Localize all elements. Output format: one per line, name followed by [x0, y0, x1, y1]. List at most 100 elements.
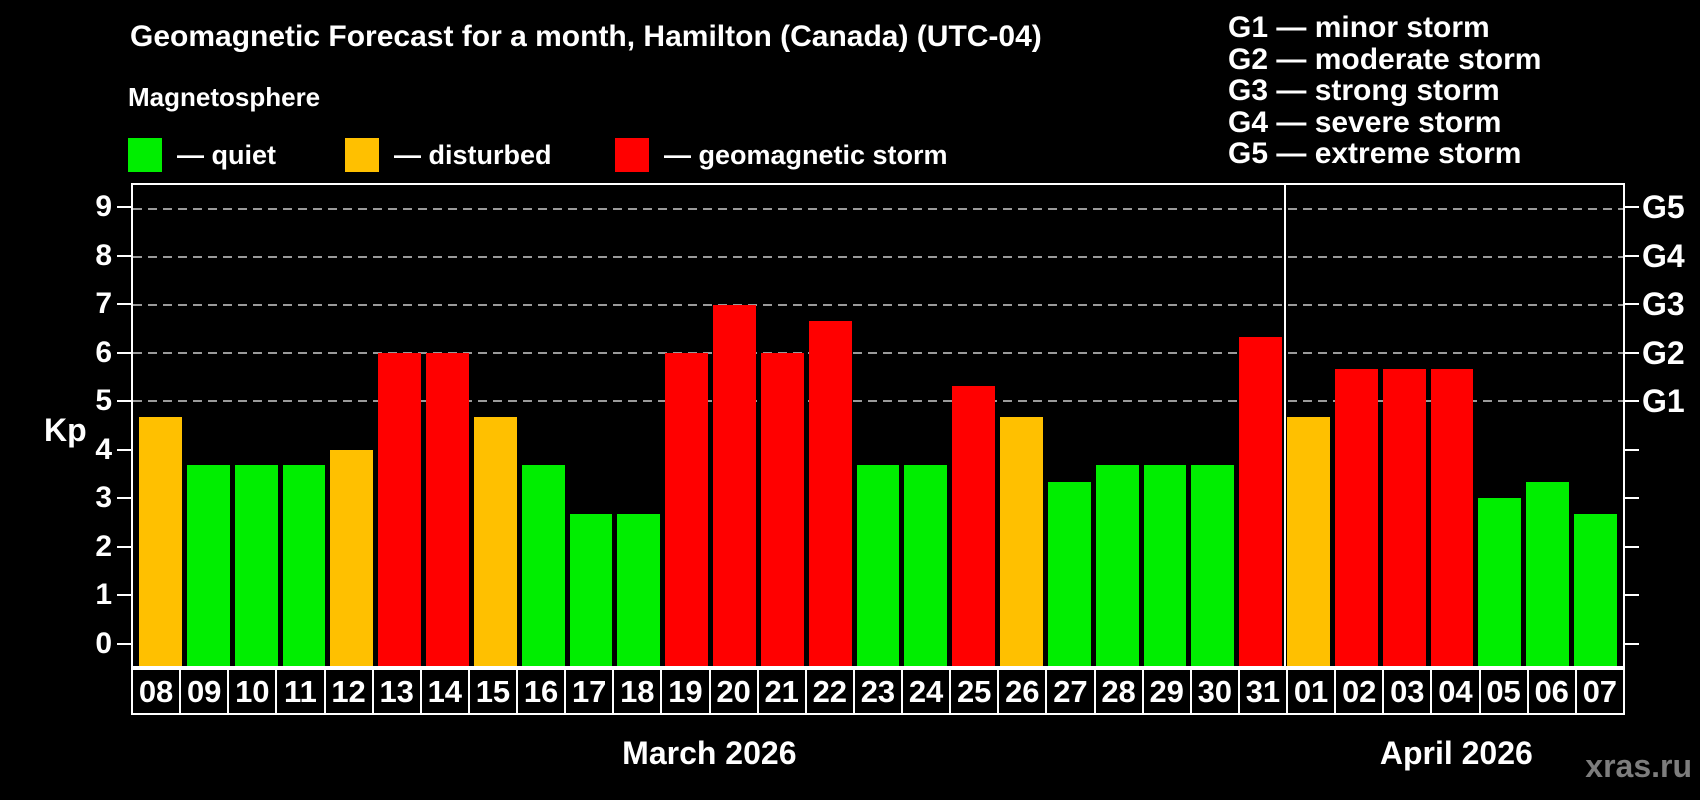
day-box-19: 19: [660, 668, 711, 715]
day-box-15: 15: [467, 668, 518, 715]
bar-day-18: [617, 513, 661, 666]
day-box-21: 21: [756, 668, 807, 715]
bar-day-17: [569, 513, 613, 666]
g3-legend-line: G3 — strong storm: [1228, 74, 1500, 107]
bar-day-01: [1287, 417, 1330, 666]
bar-day-15: [473, 417, 517, 666]
day-box-16: 16: [516, 668, 567, 715]
day-box-10: 10: [227, 668, 278, 715]
bar-day-07: [1574, 513, 1617, 666]
month-separator-line: [1283, 185, 1286, 666]
legend-item-storm: — geomagnetic storm: [615, 138, 948, 172]
y-tick-label-6: 6: [95, 335, 112, 369]
right-tick-1: [1625, 594, 1639, 597]
day-box-31: 31: [1237, 668, 1288, 715]
y-tick-label-3: 3: [95, 481, 112, 515]
g1-legend-line: G1 — minor storm: [1228, 11, 1490, 44]
day-box-22: 22: [804, 668, 855, 715]
gridline-kp5: [133, 400, 1623, 403]
left-tick-6: [117, 351, 131, 354]
bar-day-27: [1047, 481, 1091, 666]
day-box-08: 08: [131, 668, 182, 715]
gridline-kp6: [133, 352, 1623, 355]
bar-day-25: [952, 385, 996, 666]
y-tick-label-9: 9: [95, 190, 112, 224]
day-box-17: 17: [564, 668, 615, 715]
day-box-04: 04: [1430, 668, 1481, 715]
bar-day-08: [139, 417, 182, 666]
day-box-27: 27: [1045, 668, 1096, 715]
legend-item-quiet: — quiet: [128, 138, 276, 172]
bar-day-09: [186, 465, 230, 666]
storm-color-swatch: [615, 138, 649, 172]
left-tick-4: [117, 448, 131, 451]
plot-area: [131, 183, 1625, 668]
chart-title: Geomagnetic Forecast for a month, Hamilt…: [130, 20, 1042, 53]
month-label-april: April 2026: [1379, 735, 1533, 771]
left-tick-9: [117, 206, 131, 209]
month-label-march: March 2026: [622, 735, 797, 771]
disturbed-color-swatch: [345, 138, 379, 172]
day-box-05: 05: [1478, 668, 1529, 715]
y-tick-label-4: 4: [95, 432, 112, 466]
right-tick-5: [1625, 400, 1639, 403]
left-tick-5: [117, 400, 131, 403]
right-tick-0: [1625, 642, 1639, 645]
bar-day-11: [282, 465, 326, 666]
left-tick-1: [117, 594, 131, 597]
y-tick-label-2: 2: [95, 529, 112, 563]
day-box-09: 09: [179, 668, 230, 715]
y-axis-title: Kp: [44, 412, 87, 448]
right-tick-9: [1625, 206, 1639, 209]
day-box-01: 01: [1286, 668, 1337, 715]
day-box-23: 23: [852, 668, 903, 715]
day-box-14: 14: [419, 668, 470, 715]
y-tick-label-0: 0: [95, 626, 112, 660]
right-tick-6: [1625, 351, 1639, 354]
g-scale-legend: G1 — minor storm G2 — moderate storm G3 …: [1228, 12, 1541, 170]
bar-day-10: [234, 465, 278, 666]
bar-day-05: [1478, 497, 1522, 666]
gridline-kp9: [133, 208, 1623, 211]
legend-storm-label: — geomagnetic storm: [664, 139, 948, 170]
right-tick-7: [1625, 303, 1639, 306]
bar-day-06: [1526, 481, 1570, 666]
g-axis-label-g4: G4: [1642, 237, 1685, 274]
right-tick-8: [1625, 254, 1639, 257]
day-box-29: 29: [1141, 668, 1192, 715]
y-tick-label-8: 8: [95, 238, 112, 272]
bar-day-26: [1000, 417, 1043, 666]
bar-day-20: [713, 305, 756, 666]
bar-day-02: [1334, 369, 1378, 666]
bar-day-03: [1382, 369, 1426, 666]
day-box-24: 24: [901, 668, 952, 715]
left-tick-3: [117, 497, 131, 500]
left-tick-0: [117, 642, 131, 645]
bar-day-14: [426, 353, 469, 666]
right-tick-2: [1625, 545, 1639, 548]
bar-day-21: [760, 353, 804, 666]
quiet-color-swatch: [128, 138, 162, 172]
bar-day-23: [856, 465, 900, 666]
day-box-28: 28: [1093, 668, 1144, 715]
right-tick-3: [1625, 497, 1639, 500]
bar-day-22: [808, 321, 852, 666]
x-axis-day-labels: 08 09 10 11 12 13 14 15 16 17 18 19 20 21 22 23 24 25 26 27…: [131, 668, 1625, 715]
g5-legend-line: G5 — extreme storm: [1228, 137, 1522, 170]
g2-legend-line: G2 — moderate storm: [1228, 42, 1542, 76]
y-tick-label-7: 7: [95, 287, 112, 321]
watermark: xras.ru: [1585, 748, 1692, 784]
g-axis-label-g2: G2: [1642, 334, 1685, 371]
bar-day-13: [378, 353, 422, 666]
bar-day-29: [1143, 465, 1187, 666]
bar-day-24: [904, 465, 948, 666]
magnetosphere-label: Magnetosphere: [128, 82, 321, 112]
g-axis-label-g5: G5: [1642, 189, 1685, 226]
day-box-02: 02: [1334, 668, 1385, 715]
y-tick-label-1: 1: [95, 578, 112, 612]
g-axis-label-g3: G3: [1642, 286, 1685, 323]
left-tick-2: [117, 545, 131, 548]
left-tick-7: [117, 303, 131, 306]
